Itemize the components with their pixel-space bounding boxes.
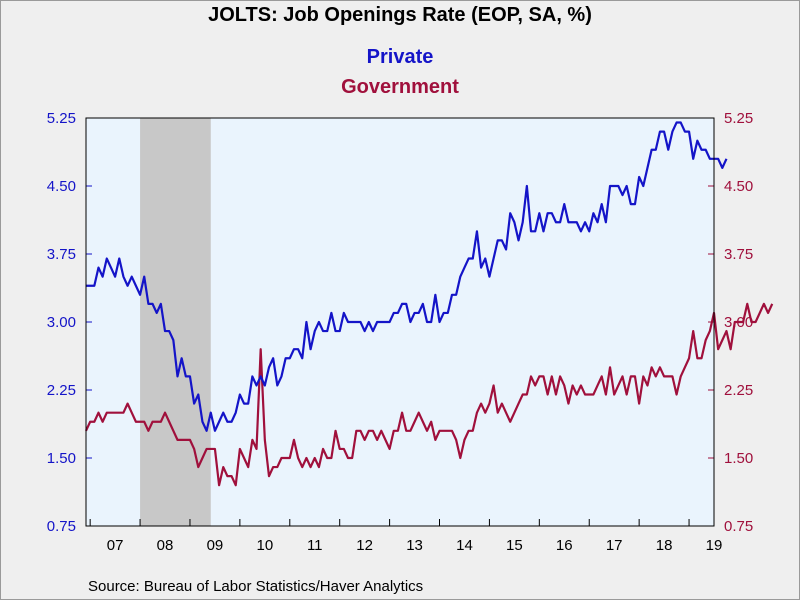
x-tick-label: 12 [356,537,373,554]
x-tick-label: 17 [606,537,623,554]
x-tick-label: 14 [456,537,473,554]
y-tick-label-right: 3.75 [724,246,753,263]
x-tick-label: 15 [506,537,523,554]
y-tick-label-left: 5.25 [47,110,76,127]
series-lines [85,121,774,487]
x-tick-label: 09 [207,537,224,554]
x-axis-labels: 07 08 09 10 11 12 13 14 15 16 17 18 19 [107,537,723,554]
x-tick-label: 13 [406,537,423,554]
y-tick-label-left: 3.75 [47,246,76,263]
plot-border [85,117,715,527]
y-tick-label-right: 5.25 [724,110,753,127]
y-tick-label-left: 4.50 [47,178,76,195]
x-tick-label: 19 [706,537,723,554]
x-tick-label: 16 [556,537,573,554]
y-tick-label-right: 1.50 [724,450,753,467]
chart-title: JOLTS: Job Openings Rate (EOP, SA, %) [208,4,592,26]
y-tick-label-right: 3.00 [724,314,753,331]
legend-private: Private [366,46,434,68]
y-tick-label-left: 2.25 [47,382,76,399]
x-tick-label: 07 [107,537,124,554]
x-tick-label: 18 [656,537,673,554]
y-axis-left-labels: 0.75 1.50 2.25 3.00 3.75 4.50 5.25 [47,110,76,535]
y-tick-label-left: 0.75 [47,518,76,535]
series-line-private [86,121,728,432]
y-axis-right-labels: 0.75 1.50 2.25 3.00 3.75 4.50 5.25 [724,110,753,535]
recession-shading [140,118,211,526]
y-tick-label-right: 0.75 [724,518,753,535]
source-note: Source: Bureau of Labor Statistics/Haver… [88,578,424,595]
series-line-government [85,302,774,487]
x-tick-label: 10 [256,537,273,554]
x-axis-ticks [89,519,690,526]
x-tick-label: 11 [307,537,323,554]
y-tick-label-right: 4.50 [724,178,753,195]
y-tick-label-left: 3.00 [47,314,76,331]
legend-government: Government [341,76,459,98]
y-tick-label-right: 2.25 [724,382,753,399]
x-tick-label: 08 [157,537,174,554]
y-tick-label-left: 1.50 [47,450,76,467]
